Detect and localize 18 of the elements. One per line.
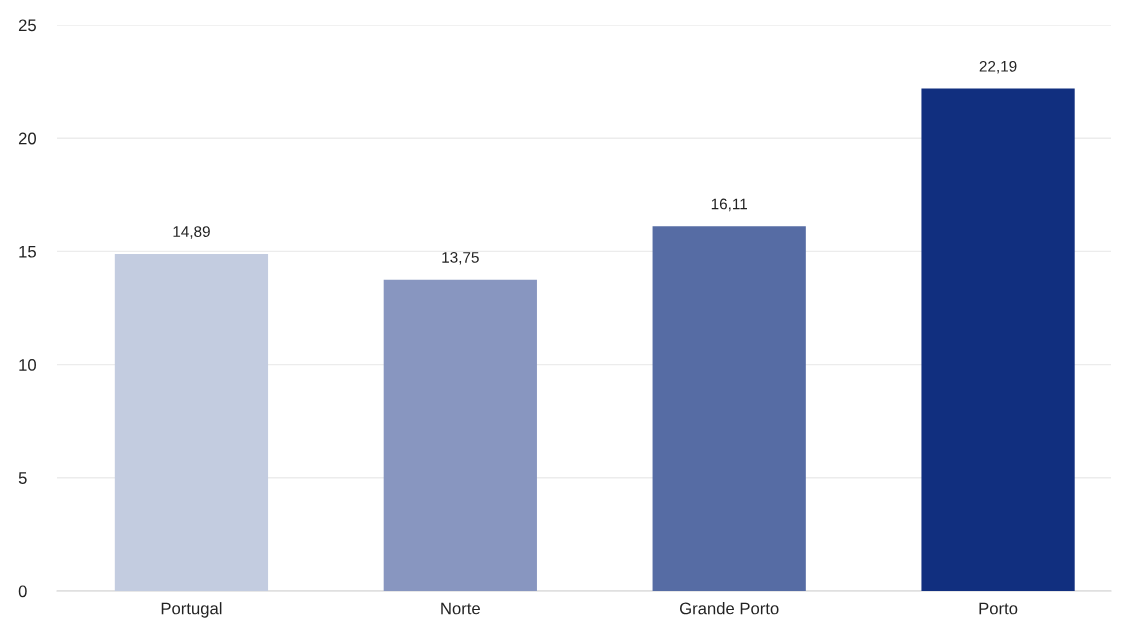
data-label: 14,89 — [173, 226, 210, 239]
y-tick-label: 15 — [19, 245, 36, 258]
x-tick-label: Grande Porto — [680, 602, 779, 615]
x-tick-label: Norte — [441, 602, 480, 615]
data-label: 16,11 — [711, 198, 747, 212]
bar — [652, 226, 806, 591]
x-tick-label: Porto — [979, 602, 1018, 615]
x-tick-label: Portugal — [161, 602, 222, 618]
y-tick-label: 10 — [19, 359, 36, 371]
y-tick-label: 25 — [18, 19, 36, 32]
y-tick-label: 5 — [18, 472, 27, 484]
bar — [114, 253, 269, 591]
bar — [383, 279, 537, 591]
bar — [921, 88, 1075, 591]
data-label: 22,19 — [979, 60, 1017, 74]
data-label: 13,75 — [442, 251, 479, 265]
y-tick-label: 20 — [18, 132, 36, 145]
y-tick-label: 0 — [18, 585, 27, 598]
